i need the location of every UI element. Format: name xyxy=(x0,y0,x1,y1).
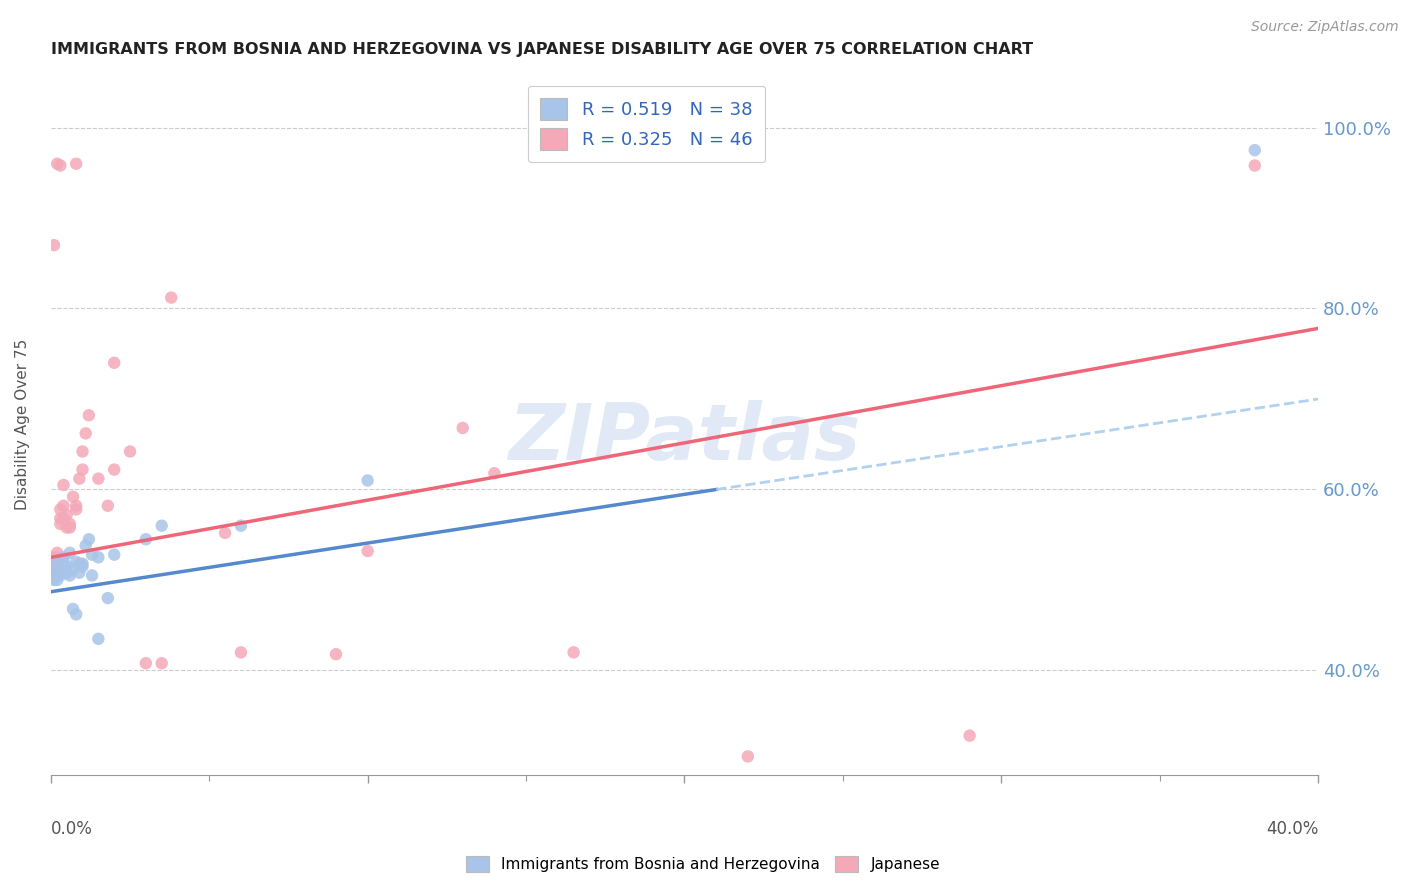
Point xyxy=(325,647,347,661)
Point xyxy=(49,568,72,582)
Point xyxy=(46,555,69,569)
Point xyxy=(49,516,72,531)
Point xyxy=(46,157,69,171)
Point xyxy=(59,520,82,534)
Point xyxy=(62,490,84,504)
Point xyxy=(52,499,75,513)
Point xyxy=(72,559,94,574)
Point xyxy=(150,657,173,671)
Point xyxy=(65,555,87,569)
Point xyxy=(49,566,72,580)
Point xyxy=(46,546,69,560)
Point xyxy=(562,645,585,659)
Point xyxy=(52,550,75,565)
Legend: R = 0.519   N = 38, R = 0.325   N = 46: R = 0.519 N = 38, R = 0.325 N = 46 xyxy=(527,86,765,162)
Point xyxy=(65,502,87,516)
Point xyxy=(49,159,72,173)
Point xyxy=(77,533,100,547)
Point xyxy=(1243,159,1265,173)
Point xyxy=(150,518,173,533)
Point xyxy=(55,559,77,574)
Point xyxy=(55,520,77,534)
Point xyxy=(87,550,110,565)
Point xyxy=(62,602,84,616)
Point xyxy=(62,562,84,576)
Point xyxy=(46,550,69,565)
Text: IMMIGRANTS FROM BOSNIA AND HERZEGOVINA VS JAPANESE DISABILITY AGE OVER 75 CORREL: IMMIGRANTS FROM BOSNIA AND HERZEGOVINA V… xyxy=(51,42,1033,57)
Point xyxy=(72,444,94,458)
Point xyxy=(65,157,87,171)
Text: Source: ZipAtlas.com: Source: ZipAtlas.com xyxy=(1251,20,1399,34)
Point xyxy=(49,502,72,516)
Point xyxy=(737,749,759,764)
Point xyxy=(214,525,236,540)
Text: 0.0%: 0.0% xyxy=(51,820,93,838)
Point xyxy=(65,607,87,622)
Point xyxy=(77,409,100,423)
Point xyxy=(97,499,120,513)
Y-axis label: Disability Age Over 75: Disability Age Over 75 xyxy=(15,338,30,509)
Point xyxy=(229,645,252,659)
Point xyxy=(80,548,103,562)
Point xyxy=(451,421,474,435)
Point xyxy=(42,568,65,582)
Point xyxy=(103,462,125,476)
Point xyxy=(72,462,94,476)
Point xyxy=(55,508,77,522)
Text: ZIPatlas: ZIPatlas xyxy=(509,400,860,476)
Legend: Immigrants from Bosnia and Herzegovina, Japanese: Immigrants from Bosnia and Herzegovina, … xyxy=(458,848,948,880)
Point xyxy=(160,291,183,305)
Point xyxy=(75,539,97,553)
Point xyxy=(46,557,69,571)
Point xyxy=(42,238,65,252)
Point xyxy=(59,516,82,531)
Point xyxy=(52,562,75,576)
Point xyxy=(103,356,125,370)
Point xyxy=(484,466,506,480)
Point xyxy=(959,729,981,743)
Point xyxy=(67,557,90,571)
Point xyxy=(46,573,69,587)
Point xyxy=(80,568,103,582)
Point xyxy=(49,511,72,525)
Point xyxy=(87,632,110,646)
Point xyxy=(67,566,90,580)
Point xyxy=(72,557,94,571)
Point xyxy=(103,548,125,562)
Point xyxy=(49,559,72,574)
Point xyxy=(46,568,69,582)
Point xyxy=(59,568,82,582)
Point xyxy=(42,573,65,587)
Text: 40.0%: 40.0% xyxy=(1265,820,1319,838)
Point xyxy=(52,511,75,525)
Point xyxy=(97,591,120,605)
Point xyxy=(52,478,75,492)
Point xyxy=(59,546,82,560)
Point xyxy=(118,444,141,458)
Point xyxy=(67,472,90,486)
Point xyxy=(42,564,65,578)
Point xyxy=(55,566,77,580)
Point xyxy=(42,559,65,574)
Point xyxy=(46,564,69,578)
Point xyxy=(356,544,378,558)
Point xyxy=(135,533,157,547)
Point xyxy=(65,499,87,513)
Point xyxy=(87,472,110,486)
Point xyxy=(356,474,378,488)
Point xyxy=(229,518,252,533)
Point xyxy=(52,555,75,569)
Point xyxy=(75,426,97,441)
Point xyxy=(42,550,65,565)
Point xyxy=(1243,143,1265,157)
Point xyxy=(135,657,157,671)
Point xyxy=(46,566,69,580)
